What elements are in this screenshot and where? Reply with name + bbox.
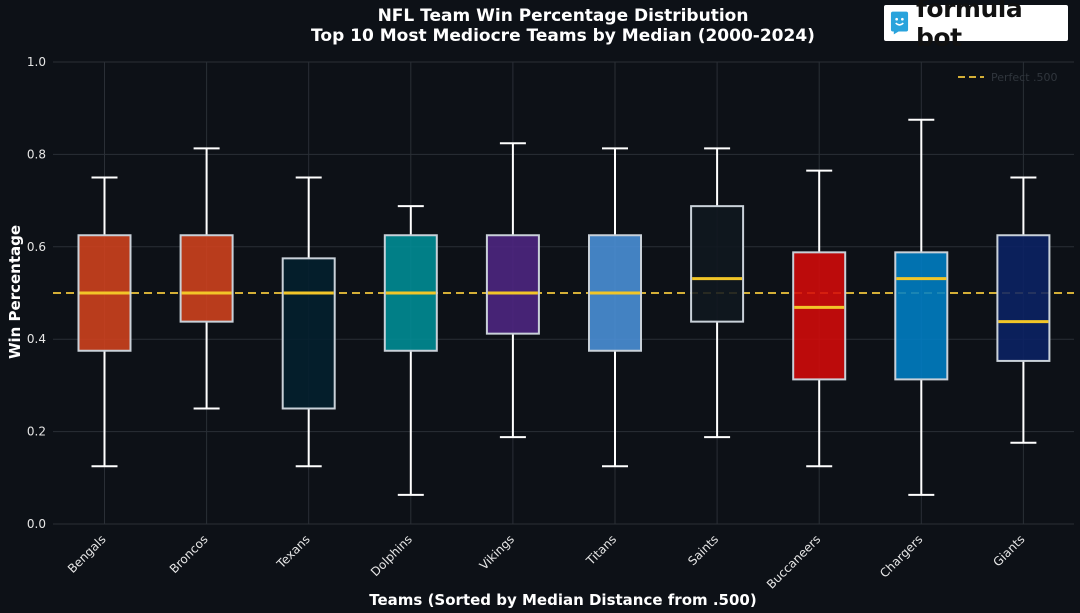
- iqr-box: [894, 251, 949, 381]
- y-tick-label: 0.2: [27, 425, 46, 439]
- y-tick-label: 0.4: [27, 332, 46, 346]
- y-tick-label: 0.8: [27, 147, 46, 161]
- y-tick-label: 0.6: [27, 240, 46, 254]
- legend: Perfect .500: [958, 71, 1058, 84]
- formula-bot-logo: formula bot: [884, 0, 1068, 52]
- box-dolphins: [383, 205, 438, 496]
- iqr-box: [281, 257, 336, 410]
- box-giants: [996, 176, 1051, 444]
- box-texans: [281, 176, 336, 468]
- y-tick-label: 0.0: [27, 517, 46, 531]
- box-broncos: [179, 147, 234, 410]
- box-bengals: [77, 176, 132, 468]
- box-saints: [690, 147, 745, 439]
- iqr-box: [792, 251, 847, 381]
- box-buccaneers: [792, 169, 847, 468]
- iqr-box: [690, 205, 745, 323]
- box-series: [77, 118, 1051, 496]
- legend-label: Perfect .500: [991, 71, 1058, 84]
- y-axis-label: Win Percentage: [6, 225, 24, 359]
- x-axis-label: Teams (Sorted by Median Distance from .5…: [369, 591, 756, 609]
- chart-title: NFL Team Win Percentage Distribution: [378, 6, 749, 26]
- robot-icon: [890, 11, 909, 35]
- iqr-box: [996, 234, 1051, 362]
- y-axis-ticks: 0.0 0.2 0.4 0.6 0.8 1.0: [27, 55, 46, 531]
- box-titans: [588, 147, 642, 468]
- logo-text: formula bot: [916, 0, 1023, 52]
- box-chargers: [894, 118, 949, 496]
- y-tick-label: 1.0: [27, 55, 46, 69]
- iqr-box: [179, 234, 234, 323]
- chart-subtitle: Top 10 Most Mediocre Teams by Median (20…: [311, 26, 815, 46]
- box-vikings: [485, 142, 540, 439]
- iqr-box: [485, 234, 540, 335]
